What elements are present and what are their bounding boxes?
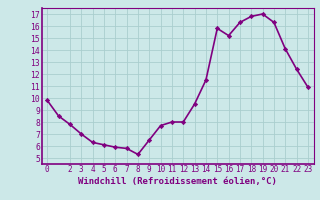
X-axis label: Windchill (Refroidissement éolien,°C): Windchill (Refroidissement éolien,°C) xyxy=(78,177,277,186)
